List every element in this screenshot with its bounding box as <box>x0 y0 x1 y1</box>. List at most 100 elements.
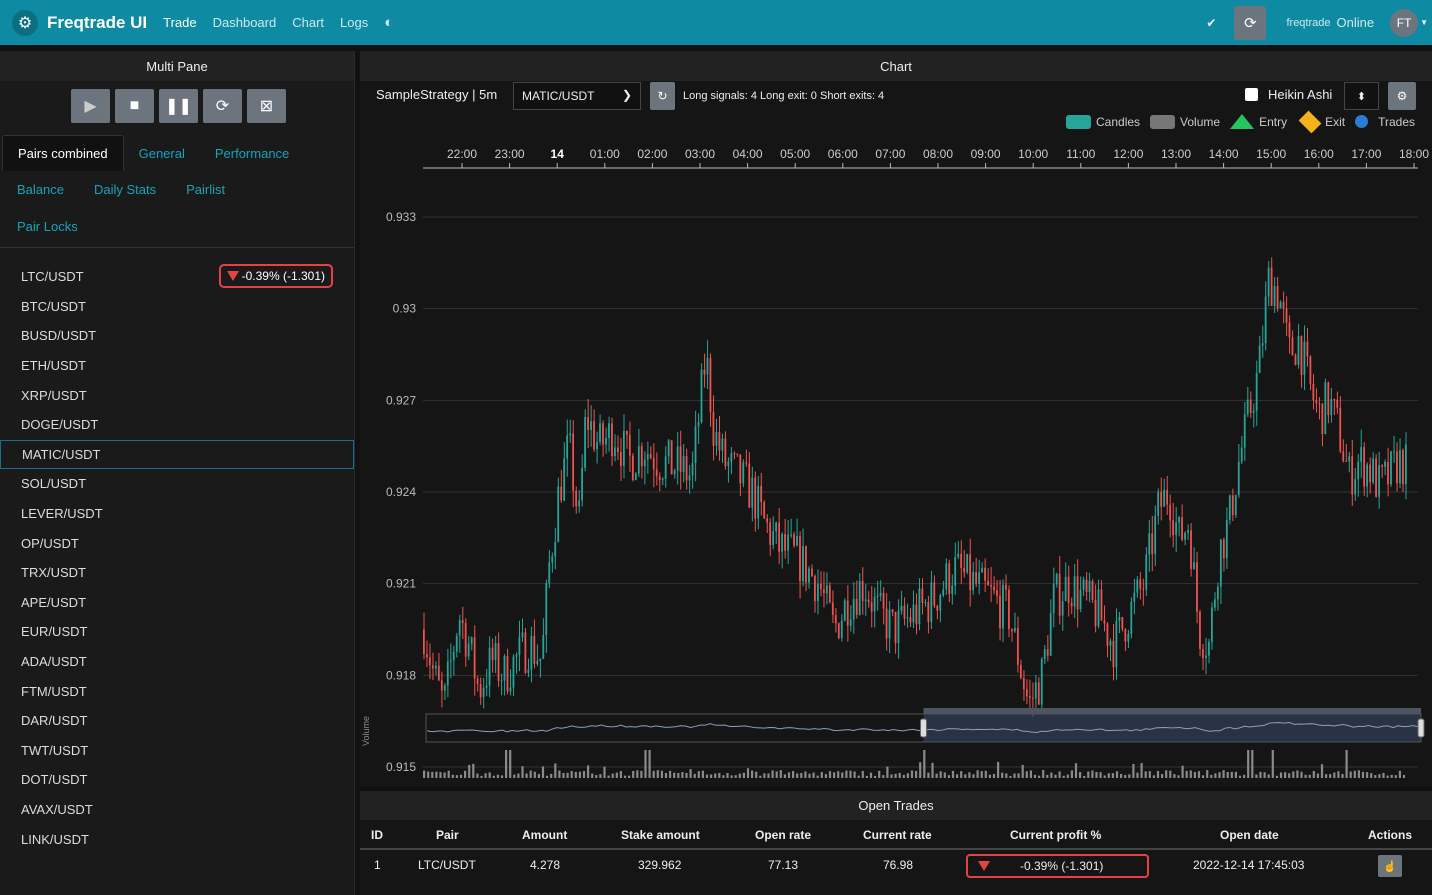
tab-performance[interactable]: Performance <box>214 145 290 161</box>
nav-link-chart[interactable]: Chart <box>292 15 325 30</box>
pair-item-doge[interactable]: DOGE/USDT <box>0 410 354 440</box>
tab-balance[interactable]: Balance <box>17 182 64 197</box>
pair-item-sol[interactable]: SOL/USDT <box>0 469 354 499</box>
legend-exit[interactable]: Exit <box>1297 110 1345 133</box>
legend-trades[interactable]: Trades <box>1355 115 1415 129</box>
pair-item-op[interactable]: OP/USDT <box>0 528 354 558</box>
candle-body <box>1154 515 1157 555</box>
pair-item-twt[interactable]: TWT/USDT <box>0 736 354 766</box>
plot-config-select[interactable]: ⬍ <box>1344 82 1379 110</box>
volume-bar <box>1382 772 1385 778</box>
candle-body <box>1055 573 1058 585</box>
candle-body <box>1372 458 1374 483</box>
legend-volume[interactable]: Volume <box>1150 114 1220 129</box>
table-row[interactable]: 1 LTC/USDT 4.278 329.962 77.13 76.98 -0.… <box>360 850 1432 880</box>
nav-link-trade[interactable]: Trade <box>163 15 197 30</box>
nav-link-logs[interactable]: Logs <box>340 15 369 30</box>
column-header-open-rate[interactable]: Open rate <box>755 828 812 842</box>
avatar[interactable]: FT <box>1390 8 1419 37</box>
theme-toggle-icon[interactable]: ◐ <box>384 14 394 31</box>
column-header-pair[interactable]: Pair <box>436 828 459 842</box>
pair-item-ape[interactable]: APE/USDT <box>0 588 354 618</box>
pair-select[interactable]: MATIC/USDT ❯ <box>513 82 641 110</box>
trade-actions-button[interactable]: ☝ <box>1378 855 1402 877</box>
candlestick-chart[interactable]: 0.933 0.93 0.927 0.924 0.921 0.918 0.915 22:00 2… <box>360 141 1432 787</box>
pair-item-ftm[interactable]: FTM/USDT <box>0 676 354 706</box>
diamond-icon <box>1298 110 1322 133</box>
refresh-button[interactable]: ⟳ <box>1234 5 1267 40</box>
tab-pair-locks[interactable]: Pair Locks <box>17 219 78 234</box>
chart-pane-title: Chart <box>360 51 1432 81</box>
pair-item-btc[interactable]: BTC/USDT <box>0 292 354 322</box>
pair-item-trx[interactable]: TRX/USDT <box>0 558 354 588</box>
legend-entry[interactable]: Entry <box>1230 114 1287 129</box>
volume-bar <box>554 763 557 778</box>
candle-body <box>1124 629 1127 642</box>
pair-item-ltc[interactable]: LTC/USDT -0.39% (-1.301) <box>0 262 354 292</box>
volume-bar <box>874 775 877 778</box>
volume-bar <box>1386 775 1389 778</box>
pair-item-matic[interactable]: MATIC/USDT <box>0 439 354 470</box>
pair-item-eur[interactable]: EUR/USDT <box>0 617 354 647</box>
force-exit-all-button[interactable]: ⊠ <box>247 89 286 123</box>
volume-bar <box>718 772 721 778</box>
volume-bar <box>615 772 618 778</box>
brand[interactable]: ⚙ Freqtrade UI <box>12 9 147 36</box>
candle-body <box>1016 627 1019 665</box>
caret-down-icon[interactable]: ▼ <box>1420 18 1428 27</box>
heikin-ashi-toggle[interactable]: Heikin Ashi <box>1245 87 1332 102</box>
volume-bar <box>1107 773 1110 778</box>
pair-item-busd[interactable]: BUSD/USDT <box>0 321 354 351</box>
column-header-open-date[interactable]: Open date <box>1220 828 1279 842</box>
pair-item-eth[interactable]: ETH/USDT <box>0 351 354 381</box>
chart-refresh-button[interactable]: ↻ <box>650 82 675 110</box>
tab-general[interactable]: General <box>138 145 185 161</box>
column-header-current-rate[interactable]: Current rate <box>863 828 932 842</box>
tab-pairs-combined[interactable]: Pairs combined <box>2 135 124 171</box>
column-header-stake[interactable]: Stake amount <box>621 828 700 842</box>
volume-bar <box>587 765 590 778</box>
volume-bar <box>1091 770 1094 778</box>
heikin-ashi-checkbox[interactable] <box>1245 88 1258 101</box>
pair-item-ada[interactable]: ADA/USDT <box>0 647 354 677</box>
column-header-current-profit[interactable]: Current profit % <box>1010 828 1102 842</box>
candle-body <box>1384 461 1386 467</box>
volume-bar <box>1074 763 1078 778</box>
nav-link-dashboard[interactable]: Dashboard <box>212 15 277 30</box>
candle-body <box>694 426 697 464</box>
candle-body <box>748 463 751 508</box>
tab-daily-stats[interactable]: Daily Stats <box>93 182 157 197</box>
volume-bar <box>763 773 766 778</box>
pair-item-xrp[interactable]: XRP/USDT <box>0 380 354 410</box>
candle-body <box>649 453 652 459</box>
column-header-id[interactable]: ID <box>371 828 383 842</box>
volume-bar <box>513 774 516 778</box>
chart-settings-button[interactable]: ⚙ <box>1388 82 1416 110</box>
column-header-amount[interactable]: Amount <box>522 828 568 842</box>
pair-item-dar[interactable]: DAR/USDT <box>0 706 354 736</box>
circle-icon <box>1355 115 1369 128</box>
candle-body <box>1393 451 1395 453</box>
legend-candles[interactable]: Candles <box>1066 114 1140 129</box>
pair-item-dot[interactable]: DOT/USDT <box>0 765 354 795</box>
volume-bar <box>980 771 983 778</box>
pair-item-avax[interactable]: AVAX/USDT <box>0 795 354 825</box>
candle-body <box>617 447 619 452</box>
volume-bar <box>488 772 491 778</box>
tab-pairlist[interactable]: Pairlist <box>186 182 226 197</box>
volume-bar <box>988 774 991 778</box>
stop-button[interactable]: ■ <box>115 89 154 123</box>
start-button[interactable]: ▶ <box>71 89 110 123</box>
candle-body <box>676 446 679 471</box>
x-tick-label: 15:00 <box>1256 147 1286 161</box>
candle-body <box>423 629 425 654</box>
pair-item-lever[interactable]: LEVER/USDT <box>0 499 354 529</box>
pair-item-link[interactable]: LINK/USDT <box>0 824 354 854</box>
x-tick-label: 02:00 <box>637 147 667 161</box>
pause-button[interactable]: ❚❚ <box>159 89 198 123</box>
reload-config-button[interactable]: ⟳ <box>203 89 242 123</box>
navigator-move-handle <box>923 708 1421 714</box>
volume-bar <box>689 769 692 778</box>
candle-body <box>760 485 763 503</box>
volume-bar <box>1042 770 1045 778</box>
